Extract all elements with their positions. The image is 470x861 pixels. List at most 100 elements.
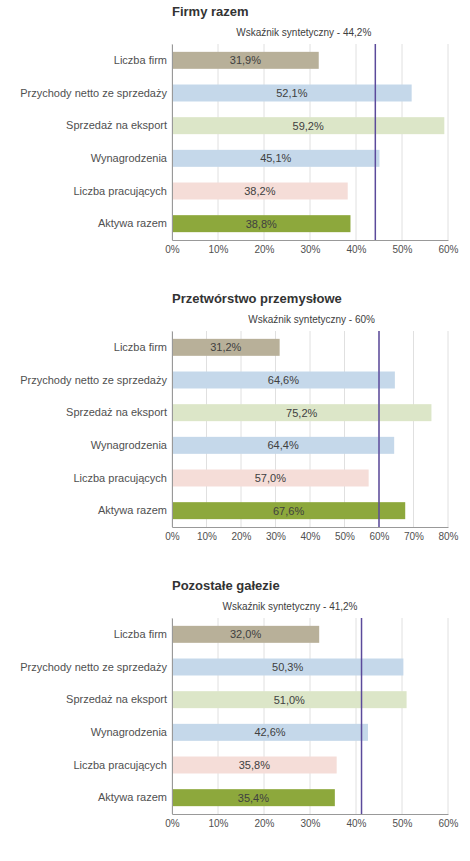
chart-title: Firmy razem xyxy=(172,4,249,19)
y-tick: Liczba firm xyxy=(114,628,172,640)
x-tick-label: 60% xyxy=(438,818,458,829)
reference-line xyxy=(361,618,363,814)
data-labels: 32,0%50,3%51,0%42,6%35,8%35,4% xyxy=(230,628,305,803)
data-label: 32,0% xyxy=(230,628,261,640)
x-tick-label: 40% xyxy=(346,818,366,829)
x-tick: 30% xyxy=(300,240,320,255)
bar xyxy=(172,724,368,741)
y-tick-label: Sprzedaż na eksport xyxy=(66,119,167,131)
y-tick: Sprzedaż na eksport xyxy=(66,119,172,131)
x-tick: 50% xyxy=(335,527,355,542)
x-axis-line xyxy=(173,527,449,528)
bar xyxy=(172,757,337,774)
x-tick: 80% xyxy=(438,527,458,542)
x-tick-label: 0% xyxy=(165,531,180,542)
y-tick: Wynagrodzenia xyxy=(91,152,172,164)
y-axis-line xyxy=(172,619,173,815)
data-label: 51,0% xyxy=(274,694,305,706)
grid-line xyxy=(310,618,311,814)
bar xyxy=(172,470,369,487)
reference-line-label: Wskaźnik syntetyczny - 41,2% xyxy=(222,601,357,612)
x-tick: 50% xyxy=(392,814,412,829)
y-tick: Sprzedaż na eksport xyxy=(66,693,172,705)
panel: Przetwórstwo przemysłowe31,2%64,6%75,2%6… xyxy=(20,291,458,542)
grid-line xyxy=(264,618,265,814)
grid xyxy=(172,618,448,814)
x-tick-label: 70% xyxy=(404,531,424,542)
panel: Firmy razem 31,9%52,1%59,2%45,1%38,2%38,8… xyxy=(20,4,458,255)
x-tick-label: 20% xyxy=(254,244,274,255)
bar xyxy=(172,215,350,232)
y-tick-label: Aktywa razem xyxy=(98,791,167,803)
x-tick: 70% xyxy=(404,527,424,542)
reference-line xyxy=(375,44,377,240)
x-tick-label: 60% xyxy=(438,244,458,255)
grid-line xyxy=(402,618,403,814)
x-tick-label: 50% xyxy=(392,818,412,829)
x-tick: 0% xyxy=(165,527,180,542)
y-tick-label: Aktywa razem xyxy=(98,217,167,229)
x-tick: 60% xyxy=(438,814,458,829)
grid-line xyxy=(172,618,173,814)
x-tick: 0% xyxy=(165,240,180,255)
grid-line xyxy=(172,44,173,240)
grid-line xyxy=(448,44,449,240)
bar xyxy=(172,626,319,643)
data-label: 38,8% xyxy=(246,218,277,230)
y-tick: Przychody netto ze sprzedaży xyxy=(20,374,172,386)
bar xyxy=(172,789,335,806)
y-axis: Liczba firm Przychody netto ze sprzedaży S… xyxy=(20,619,172,815)
x-tick-label: 50% xyxy=(335,531,355,542)
y-tick: Aktywa razem xyxy=(98,791,172,803)
y-tick: Przychody netto ze sprzedaży xyxy=(20,87,172,99)
y-tick: Aktywa razem xyxy=(98,217,172,229)
y-tick-label: Sprzedaż na eksport xyxy=(66,693,167,705)
bar xyxy=(172,117,444,134)
x-tick: 60% xyxy=(369,527,389,542)
grid-line xyxy=(356,44,357,240)
x-tick: 10% xyxy=(197,527,217,542)
y-tick: Liczba firm xyxy=(114,54,172,66)
x-axis: 0%10%20%30%40%50%60% xyxy=(165,814,458,829)
grid xyxy=(172,331,448,527)
grid-line xyxy=(241,331,242,527)
x-tick: 40% xyxy=(346,814,366,829)
y-tick-label: Wynagrodzenia xyxy=(91,152,168,164)
x-tick: 10% xyxy=(208,814,228,829)
y-tick-label: Liczba pracujących xyxy=(73,185,167,197)
y-tick: Liczba pracujących xyxy=(73,185,172,197)
y-tick: Aktywa razem xyxy=(98,504,172,516)
y-axis: Liczba firm Przychody netto ze sprzedaży S… xyxy=(20,45,172,241)
y-tick-label: Liczba firm xyxy=(114,341,167,353)
y-tick-label: Liczba pracujących xyxy=(73,472,167,484)
chart-title: Przetwórstwo przemysłowe xyxy=(172,291,342,306)
x-tick-label: 30% xyxy=(266,531,286,542)
data-labels: 31,9%52,1%59,2%45,1%38,2%38,8% xyxy=(230,54,324,229)
y-tick-label: Liczba firm xyxy=(114,54,167,66)
x-tick-label: 30% xyxy=(300,244,320,255)
bar xyxy=(172,502,405,519)
grid-line xyxy=(275,331,276,527)
chart-title: Pozostałe gałezie xyxy=(172,578,280,593)
y-tick: Sprzedaż na eksport xyxy=(66,406,172,418)
grid-line xyxy=(448,331,449,527)
grid-line xyxy=(310,44,311,240)
data-label: 59,2% xyxy=(293,120,324,132)
x-tick-label: 10% xyxy=(197,531,217,542)
grid-line xyxy=(310,331,311,527)
data-label: 42,6% xyxy=(254,726,285,738)
y-tick-label: Sprzedaż na eksport xyxy=(66,406,167,418)
grid-line xyxy=(356,618,357,814)
x-tick: 40% xyxy=(346,240,366,255)
panel: Pozostałe gałezie32,0%50,3%51,0%42,6%35,… xyxy=(20,578,458,829)
x-tick: 20% xyxy=(254,814,274,829)
y-tick-label: Przychody netto ze sprzedaży xyxy=(20,661,167,673)
x-axis: 0%10%20%30%40%50%60%70%80% xyxy=(165,527,458,542)
x-tick: 60% xyxy=(438,240,458,255)
x-tick-label: 40% xyxy=(346,244,366,255)
x-tick: 20% xyxy=(254,240,274,255)
data-label: 50,3% xyxy=(272,661,303,673)
bars xyxy=(172,331,431,527)
reference-line-label: Wskaźnik syntetyczny - 44,2% xyxy=(236,27,371,38)
reference-line xyxy=(378,331,380,527)
